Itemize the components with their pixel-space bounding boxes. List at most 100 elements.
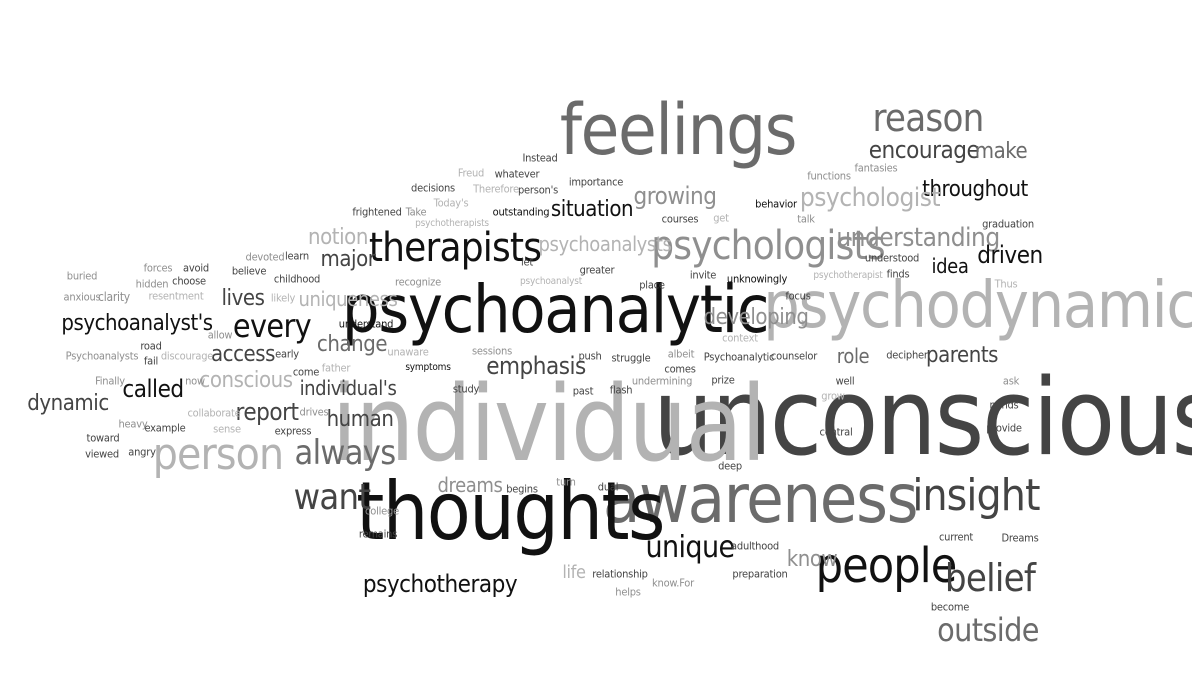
word: become (930, 600, 970, 614)
word: feelings (559, 89, 798, 171)
word: greater (579, 263, 615, 277)
word: psychotherapist (813, 270, 883, 281)
word: know.For (652, 576, 694, 590)
word: come (292, 365, 320, 379)
word: childhood (273, 272, 321, 286)
word: change (316, 332, 388, 357)
word: reason (872, 96, 984, 140)
word: person's (517, 183, 559, 197)
word: heavy (118, 417, 148, 431)
word: psychotherapists (415, 218, 489, 229)
word: psychotherapy (362, 570, 518, 598)
word: fail (143, 354, 159, 368)
word: choose (172, 274, 206, 288)
word: focus (785, 289, 811, 303)
word: notion (308, 225, 368, 250)
word: clarity (98, 290, 130, 304)
word: unconscious (653, 356, 1192, 479)
word: anxious (63, 290, 101, 304)
word: symptoms (405, 362, 451, 373)
word: situation (550, 197, 634, 222)
word: whatever (494, 167, 540, 181)
word: understood (864, 251, 920, 265)
word: express (274, 424, 312, 438)
word: psychoanalyst (519, 276, 583, 287)
word: know (786, 547, 838, 572)
word: road (140, 339, 162, 353)
word: minds (989, 398, 1019, 412)
word: sessions (471, 344, 513, 358)
word: importance (568, 175, 624, 189)
word: ask (1002, 374, 1020, 388)
word: courses (661, 212, 699, 226)
word: recognize (394, 275, 442, 289)
word: believe (231, 264, 267, 278)
word: driven (977, 241, 1043, 269)
word: psychologists (651, 223, 885, 269)
word: make (974, 139, 1028, 164)
word: Dreams (1001, 531, 1039, 545)
word: unique (645, 530, 736, 565)
word: prize (711, 373, 735, 387)
word: college (365, 504, 399, 518)
word: push (578, 349, 602, 363)
word: likely (270, 291, 296, 305)
word: comes (664, 362, 696, 376)
word: Today's (433, 196, 469, 210)
word: psychoanalytic (341, 271, 770, 348)
word: well (835, 374, 855, 388)
word: parents (925, 343, 999, 368)
word: Instead (522, 151, 558, 165)
word: therapists (368, 225, 542, 271)
word: avoid (183, 261, 209, 275)
word: major (320, 247, 376, 272)
word: life (562, 562, 586, 583)
word: resentment (148, 289, 204, 303)
word: let (520, 255, 534, 269)
word: counselor (770, 349, 818, 363)
word: belief (944, 556, 1036, 600)
word: preparation (732, 567, 788, 581)
word: undermining (631, 374, 693, 388)
word: Take (405, 205, 427, 219)
word: remains (358, 527, 398, 541)
word: get (713, 211, 729, 225)
word: Therefore (473, 182, 519, 196)
word: Freud (457, 166, 485, 180)
word: Psychoanalytic (703, 350, 775, 364)
word: psychodynamic (763, 269, 1192, 343)
word: report (235, 398, 299, 426)
word: behavior (755, 197, 797, 211)
word: example (144, 421, 186, 435)
word: grow (821, 389, 845, 403)
word: want (293, 477, 371, 518)
word: struggle (611, 351, 651, 365)
word: frightened (352, 205, 402, 219)
word: outside (937, 611, 1039, 649)
word: relationship (592, 567, 648, 581)
word: adulthood (731, 539, 779, 553)
word: developing (703, 305, 809, 330)
word: people (815, 538, 958, 594)
word: begins (506, 482, 538, 496)
word: emphasis (486, 352, 586, 380)
word: current (938, 530, 974, 544)
word: conscious (199, 368, 293, 393)
word: understand (338, 317, 394, 331)
word: deep (718, 459, 742, 473)
word: lives (221, 286, 265, 311)
word: invite (689, 268, 717, 282)
word: every (232, 307, 312, 345)
word: angry (128, 445, 156, 459)
word: helps (615, 585, 641, 599)
word: Finally (95, 374, 125, 388)
word: idea (931, 254, 969, 278)
word: called (122, 375, 184, 403)
word: understanding (836, 223, 1000, 253)
word: central (819, 425, 853, 439)
word: unknowingly (726, 272, 788, 286)
word: discourage (160, 349, 214, 363)
word: decisions (411, 181, 455, 195)
word: psychologist (799, 183, 941, 213)
word: forces (143, 261, 173, 275)
